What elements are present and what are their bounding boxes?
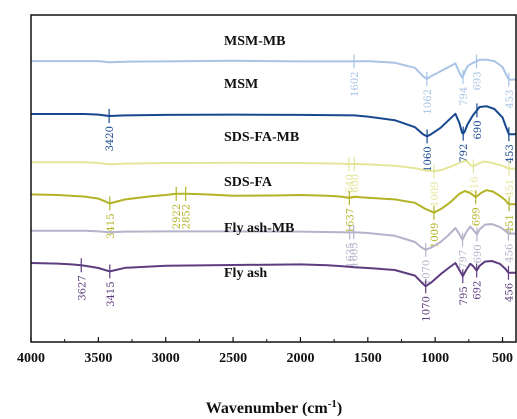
x-tick-label: 2500 — [219, 351, 247, 366]
peak-label: 716 — [469, 176, 480, 195]
series-line — [31, 223, 516, 251]
peak-label: 456 — [505, 283, 516, 302]
x-tick-label: 3500 — [84, 351, 112, 366]
series-label: SDS-FA — [224, 175, 273, 190]
peak-label: 3420 — [105, 126, 116, 151]
peak-label: 1640 — [345, 174, 356, 199]
peak-label: 3415 — [106, 281, 117, 306]
peak-label: 2852 — [182, 204, 193, 229]
series-line — [31, 58, 516, 81]
peak-label: 692 — [473, 281, 484, 300]
peak-label: 1602 — [350, 71, 361, 96]
peak-label: 699 — [472, 207, 483, 226]
peak-label: 1635 — [346, 242, 357, 267]
series-label: Fly ash — [224, 266, 267, 281]
peak-label: 2922 — [172, 204, 183, 229]
peak-label: 1070 — [422, 296, 433, 321]
series-5: Fly ash 3627 3415 1070 795 692 456 — [30, 258, 516, 322]
x-tick-label: 1000 — [421, 351, 449, 366]
x-axis: 4000 3500 3000 2500 2000 1500 1000 500 — [17, 337, 513, 366]
peak-label: 797 — [458, 250, 469, 269]
peak-label: 690 — [473, 120, 484, 139]
peak-label: 1009 — [430, 181, 441, 206]
peak-label: 3415 — [106, 213, 117, 238]
x-tick-label: 4000 — [17, 351, 45, 366]
plot-frame — [30, 14, 517, 343]
x-tick-label: 500 — [492, 351, 513, 366]
series-line — [30, 260, 516, 288]
peak-label: 3627 — [77, 275, 88, 300]
peak-label: 795 — [459, 286, 470, 305]
peak-label: 453 — [505, 90, 516, 109]
series-line — [30, 189, 516, 214]
peak-label: 456 — [505, 244, 516, 263]
peak-label: 1605 — [350, 242, 361, 267]
peak-label: 1062 — [423, 89, 434, 114]
peak-label: 1600 — [350, 174, 361, 199]
peak-label: 451 — [505, 214, 516, 233]
peak-label: 451 — [505, 179, 516, 198]
peak-label: 1637 — [345, 208, 356, 233]
series-label: Fly ash-MB — [224, 221, 294, 236]
series-line — [31, 105, 516, 138]
x-axis-title-close: ) — [337, 400, 342, 417]
x-axis-title-superscript: -1 — [328, 398, 337, 410]
series-line — [31, 159, 516, 173]
peak-label: 1070 — [422, 260, 433, 285]
series-label: MSM-MB — [224, 34, 285, 49]
x-tick-label: 3000 — [152, 351, 180, 366]
peak-label: 693 — [473, 71, 484, 90]
peak-label: 792 — [459, 144, 470, 163]
peak-label: 690 — [473, 244, 484, 263]
x-tick-label: 2000 — [286, 351, 314, 366]
x-axis-title: Wavenumber (cm-1) — [206, 398, 342, 417]
series-label: MSM — [224, 77, 258, 92]
series-label: SDS-FA-MB — [224, 130, 299, 145]
peak-label: 794 — [459, 87, 470, 106]
peak-label: 1060 — [423, 146, 434, 171]
peak-label: 1009 — [430, 223, 441, 248]
x-tick-label: 1500 — [354, 351, 382, 366]
peak-label: 453 — [505, 144, 516, 163]
